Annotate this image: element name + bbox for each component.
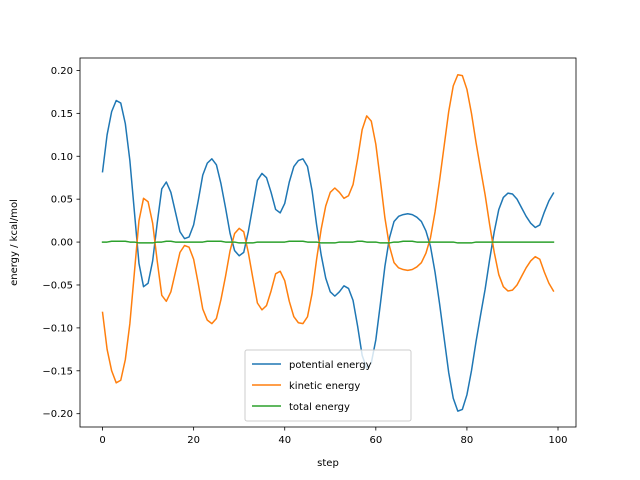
legend: potential energy kinetic energy total en… (244, 349, 412, 422)
y-tick-label: 0.10 (51, 152, 73, 163)
axes-frame (79, 57, 577, 428)
total-energy-line (101, 240, 555, 244)
y-axis-label: energy / kcal/mol (9, 199, 20, 286)
x-tick-label: 40 (278, 435, 291, 446)
y-axis-ticks: −0.20 −0.15 −0.10 −0.05 0.00 0.05 0.10 0.15 0.20 (42, 66, 80, 420)
series-layer (101, 73, 555, 412)
y-tick-label: −0.10 (42, 323, 73, 334)
x-tick-label: 60 (369, 435, 382, 446)
y-tick-label: 0.20 (51, 66, 73, 77)
x-tick-label: 0 (99, 435, 105, 446)
kinetic-energy-line (101, 73, 555, 384)
potential-energy-line (101, 99, 555, 412)
y-tick-label: 0.05 (51, 195, 73, 206)
x-tick-label: 20 (187, 435, 200, 446)
y-tick-label: 0.00 (51, 238, 73, 249)
x-tick-label: 80 (461, 435, 474, 446)
y-tick-label: −0.05 (42, 280, 73, 291)
legend-label-kinetic: kinetic energy (289, 381, 360, 392)
x-tick-label: 100 (548, 435, 567, 446)
x-axis-label: step (317, 458, 339, 469)
y-tick-label: 0.15 (51, 109, 73, 120)
y-tick-label: −0.15 (42, 366, 73, 377)
legend-label-potential: potential energy (289, 360, 372, 371)
x-axis-ticks: 0 20 40 60 80 100 (99, 427, 568, 446)
y-tick-label: −0.20 (42, 409, 73, 420)
legend-box (244, 349, 412, 422)
legend-label-total: total energy (289, 402, 350, 413)
